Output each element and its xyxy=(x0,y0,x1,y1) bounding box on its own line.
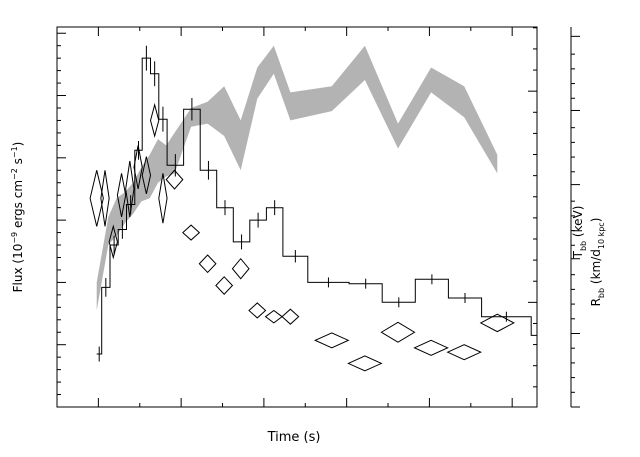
axis-labels-layer: Time (s) Flux (10−9 ergs cm−2 s−1)Tbb (k… xyxy=(10,142,606,445)
radius-diamond-marker xyxy=(198,254,217,274)
radius-diamond-marker xyxy=(158,173,168,224)
radius-diamond-marker xyxy=(116,173,127,218)
radius-diamond-marker xyxy=(231,257,250,280)
temperature-band xyxy=(96,45,498,311)
radius-diamond-marker xyxy=(165,169,184,190)
kT-axis-label-part: (keV) xyxy=(571,206,585,241)
radius-diamond-marker xyxy=(248,302,267,319)
radius-diamond-marker xyxy=(215,276,234,295)
radius-diamond-marker xyxy=(141,156,152,195)
y-axis-label: Flux (10−9 ergs cm−2 s−1) xyxy=(10,142,25,293)
radius-axis-label: Rbb (km/d10 kpc) xyxy=(589,218,606,307)
y-axis-label-part: ) xyxy=(11,142,25,147)
radius-diamond-marker xyxy=(133,145,143,190)
kT-axis-label-part: T xyxy=(571,250,585,259)
x-axis-label: Time (s) xyxy=(267,430,321,445)
y-axis-label-part: −9 xyxy=(10,232,19,244)
temperature-band-layer xyxy=(96,45,498,311)
axes-layer xyxy=(56,26,580,408)
radius-diamond-marker xyxy=(108,224,118,260)
y-axis-label-part: −2 xyxy=(10,168,19,180)
radius-axis-label-part: ) xyxy=(589,218,603,223)
radius-diamond-marker xyxy=(347,355,383,372)
y-axis-label-part: ergs cm xyxy=(11,180,25,232)
radius-diamond-marker xyxy=(479,313,515,333)
radius-diamond-marker xyxy=(413,339,449,356)
radius-diamond-marker xyxy=(446,344,482,361)
radius-diamond-marker xyxy=(313,332,350,349)
y-axis-label-part: −1 xyxy=(10,146,19,158)
radius-diamond-marker xyxy=(182,224,201,241)
y-axis-label-part: Flux (10 xyxy=(11,244,25,293)
radius-axis-label-part: R xyxy=(589,298,603,306)
radius-diamond-marker xyxy=(89,170,104,227)
y-axis-label-part: s xyxy=(11,158,25,168)
radius-diamond-marker xyxy=(380,321,416,343)
kT-axis-label-part: bb xyxy=(579,241,588,251)
radius-axis-label-part: 10 kpc xyxy=(597,222,606,249)
kT-axis-label: Tbb (keV) xyxy=(571,206,588,260)
radius-diamond-marker xyxy=(264,309,283,324)
radius-diamond-marker xyxy=(281,308,300,325)
radius-axis-label-part: (km/d xyxy=(589,249,603,288)
radius-diamond-marker xyxy=(125,160,135,218)
radius-axis-label-part: bb xyxy=(597,288,606,298)
radius-diamond-marker xyxy=(149,102,160,138)
plot-frame xyxy=(56,26,538,408)
radius-diamonds-layer xyxy=(89,102,515,372)
radius-diamond-marker xyxy=(100,170,110,227)
flux-step-line xyxy=(96,57,537,355)
